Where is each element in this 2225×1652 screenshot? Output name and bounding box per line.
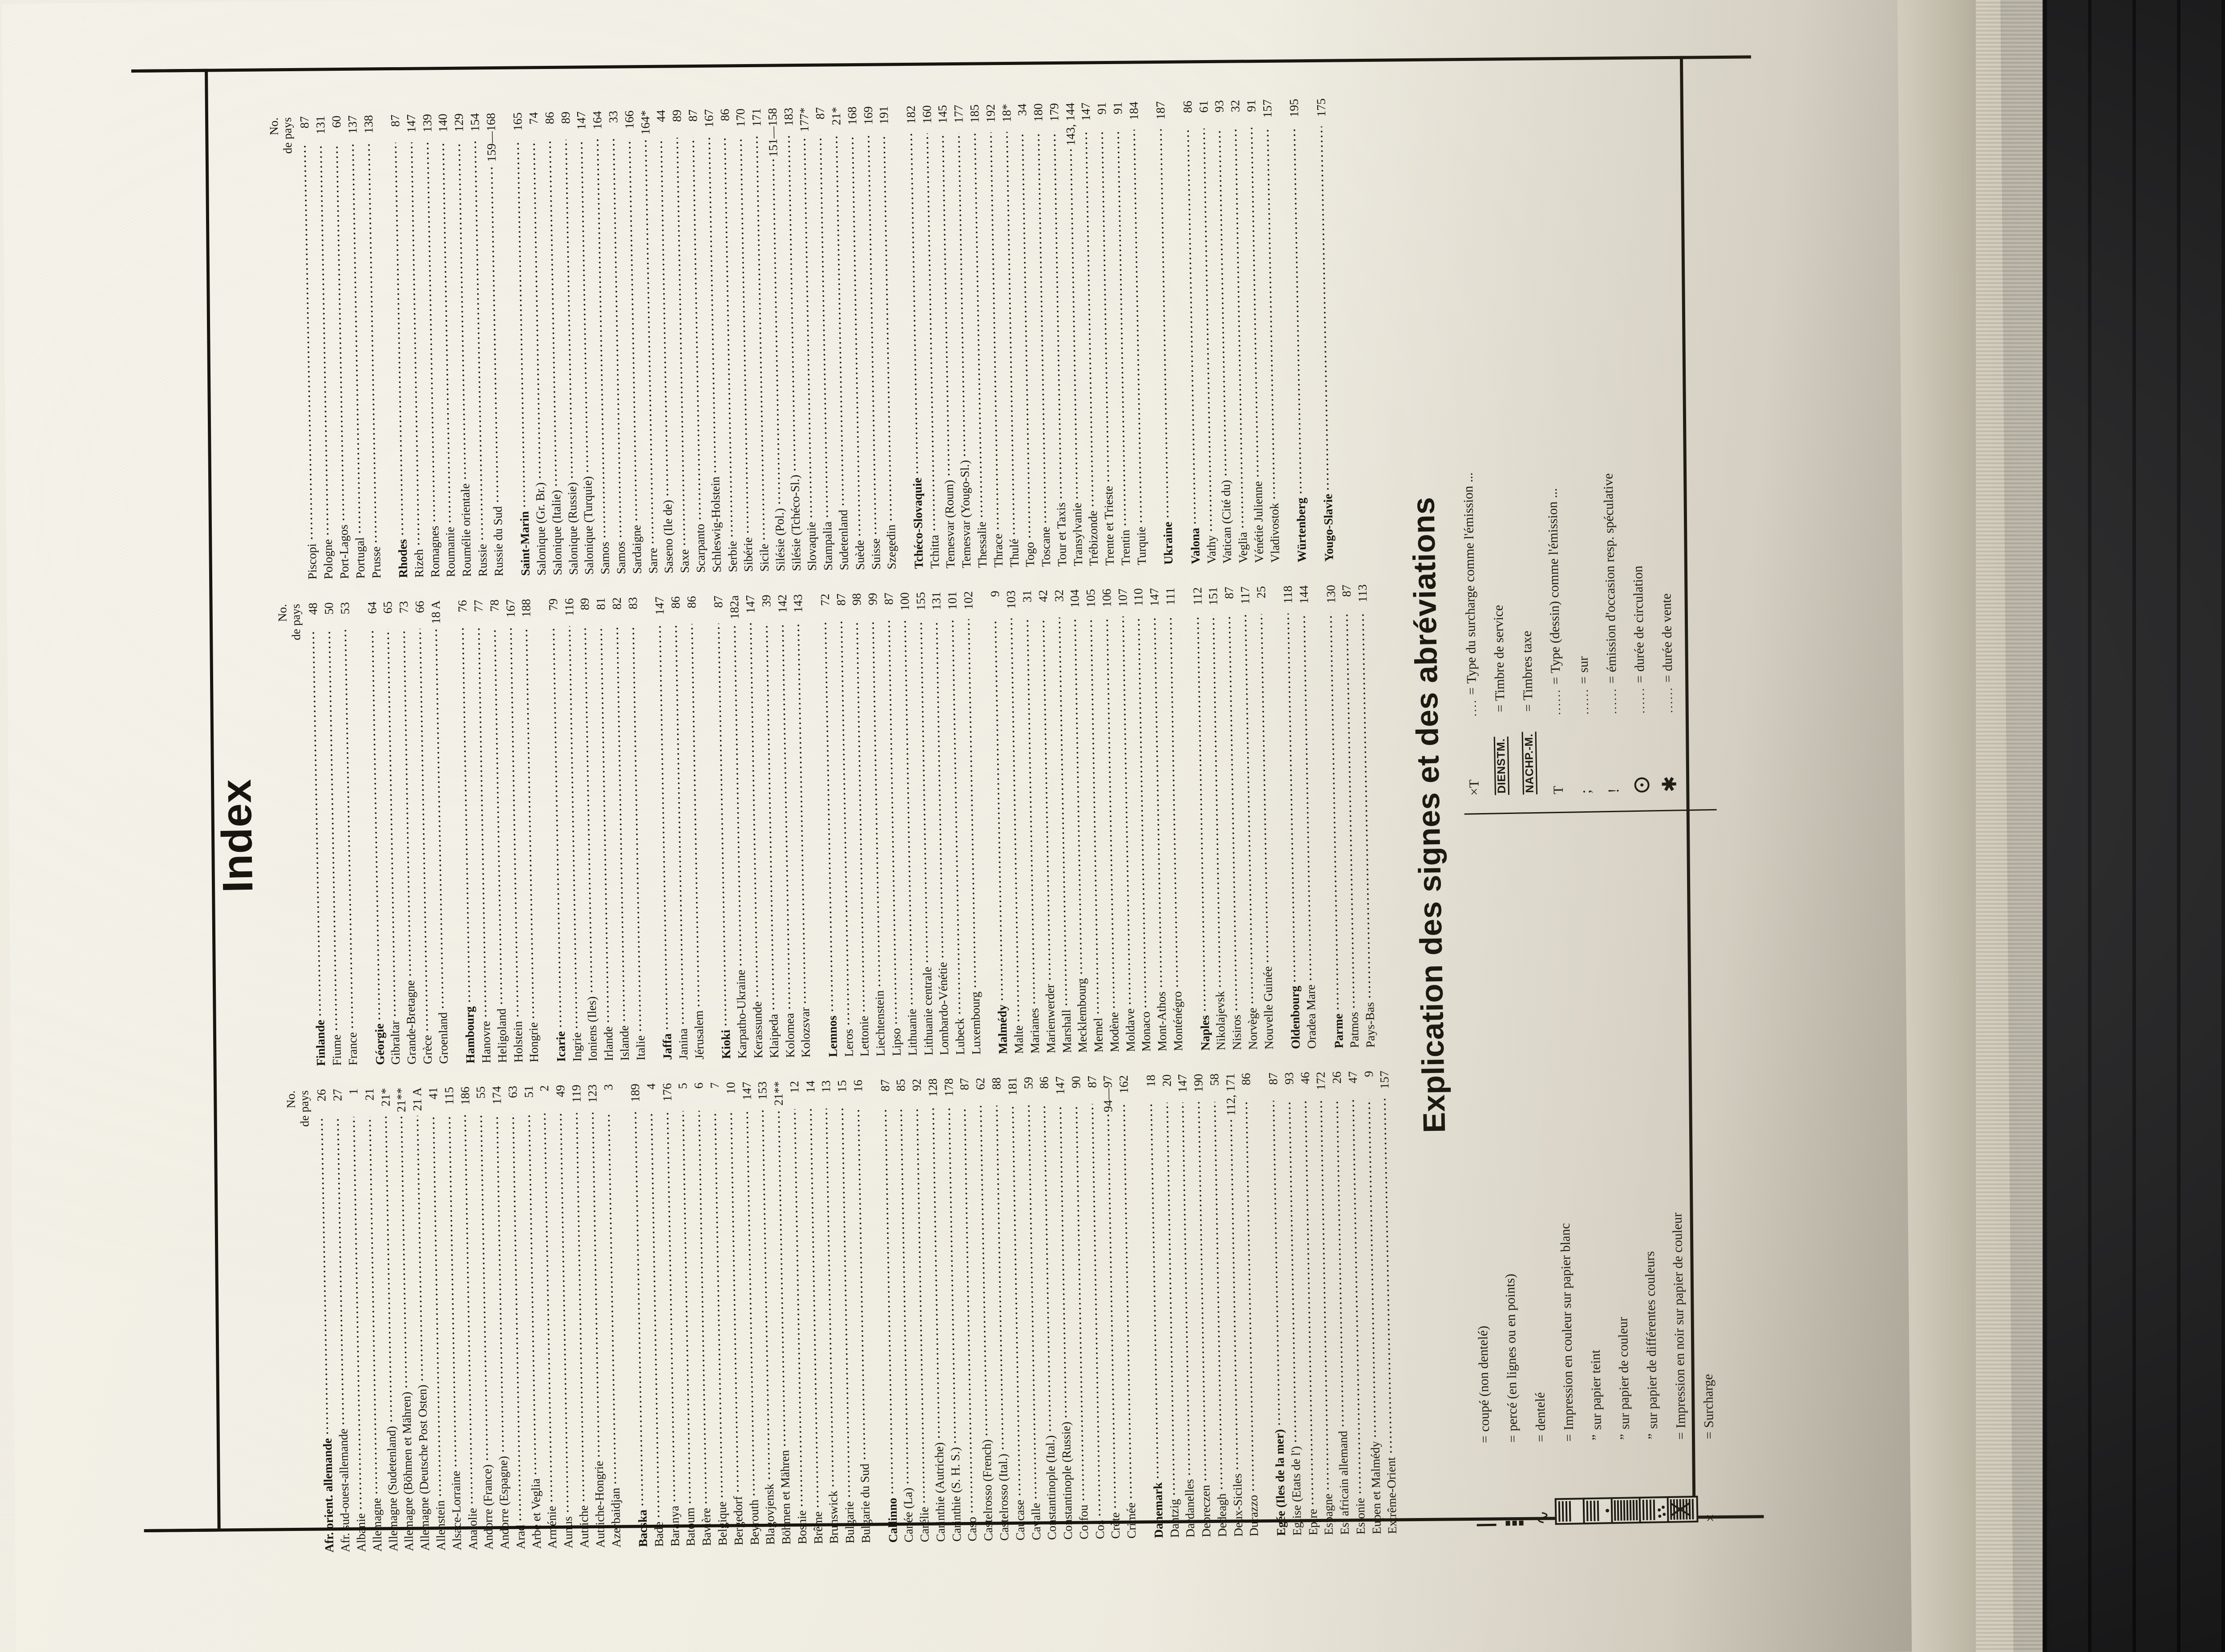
leaf-shadow (1, 0, 1912, 1652)
page-edge-stack (1976, 0, 2043, 1652)
printed-leaf: Index No. de pays Afr. orient. allemande… (1, 0, 1912, 1652)
